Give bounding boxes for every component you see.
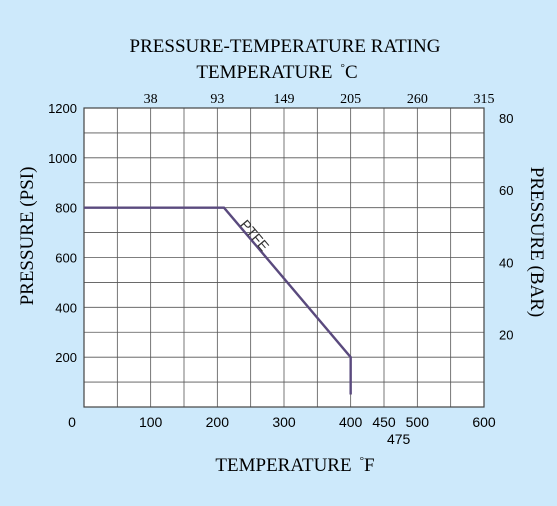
top-axis-label: TEMPERATURE: [196, 62, 332, 83]
y-tick-label: 800: [55, 201, 77, 216]
x-axis-degree: °: [360, 455, 364, 467]
top-tick-label: 315: [474, 92, 495, 107]
x-tick-label: 300: [272, 414, 296, 430]
right-tick-label: 40: [499, 255, 513, 270]
top-axis-unit: C: [345, 62, 358, 83]
right-tick-label: 60: [499, 183, 513, 198]
x-axis-title: TEMPERATURE °F: [215, 455, 374, 476]
right-tick-labels: 20 40 60 80: [499, 111, 513, 343]
x-tick-label: 450: [372, 414, 396, 430]
y-tick-label: 200: [55, 350, 77, 365]
top-tick-label: 260: [407, 92, 428, 107]
x-axis-label: TEMPERATURE: [215, 455, 351, 476]
x-tick-label: 0: [68, 414, 76, 430]
x-tick-label: 400: [339, 414, 363, 430]
top-tick-labels: 38 93 149 205 260 315: [144, 92, 495, 107]
x-tick-label: 200: [206, 414, 230, 430]
right-tick-label: 80: [499, 111, 513, 126]
x-tick-labels: 0 100 200 300 400 450 500 600 475: [68, 414, 496, 447]
top-axis-title: TEMPERATURE °C: [196, 62, 357, 83]
y-tick-label: 1200: [48, 101, 77, 116]
y-axis-label: PRESSURE (PSI): [17, 167, 38, 306]
top-axis-degree: °: [341, 62, 345, 74]
right-tick-label: 20: [499, 328, 513, 343]
x-tick-label: 100: [139, 414, 163, 430]
plot-frame: [83, 107, 485, 408]
y-tick-labels: 200 400 600 800 1000 1200: [48, 101, 77, 365]
series-line-ptfe: [84, 206, 352, 395]
x-axis-unit: F: [364, 455, 375, 476]
y-tick-label: 600: [55, 251, 77, 266]
chart-title: PRESSURE-TEMPERATURE RATING: [130, 36, 441, 57]
y-tick-label: 1000: [48, 151, 77, 166]
top-tick-label: 149: [274, 92, 295, 107]
right-axis-label: PRESSURE (BAR): [526, 167, 547, 317]
top-tick-label: 38: [144, 92, 158, 107]
top-tick-label: 93: [210, 92, 224, 107]
x-tick-label: 600: [472, 414, 496, 430]
x-tick-label: 500: [406, 414, 430, 430]
top-tick-label: 205: [340, 92, 361, 107]
y-tick-label: 400: [55, 300, 77, 315]
x-tick-label-extra: 475: [387, 431, 411, 447]
